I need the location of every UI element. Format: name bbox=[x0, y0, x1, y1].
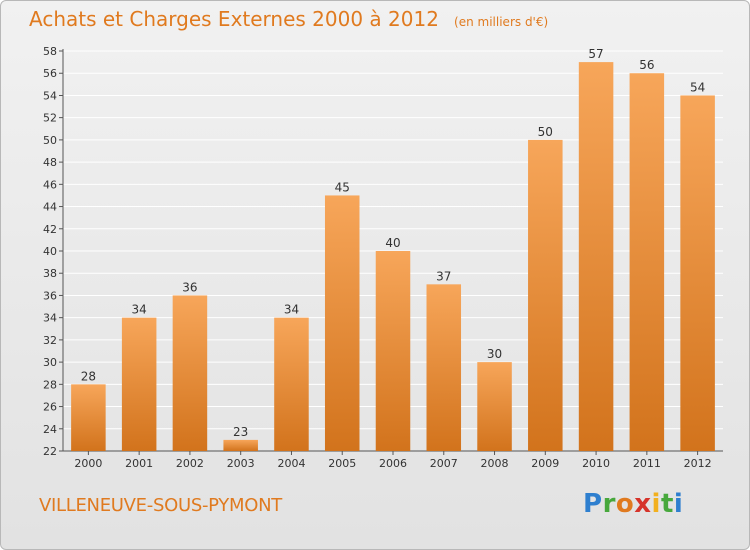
y-tick-label: 34 bbox=[43, 312, 57, 325]
bar-2007 bbox=[426, 284, 462, 451]
data-label-2009: 50 bbox=[538, 125, 553, 139]
x-tick-label-2012: 2012 bbox=[684, 457, 712, 470]
data-label-2000: 28 bbox=[81, 369, 96, 383]
proxiti-logo: Proxiti bbox=[583, 489, 684, 519]
data-label-2004: 34 bbox=[284, 303, 299, 317]
data-label-2011: 56 bbox=[639, 58, 654, 72]
y-tick-label: 48 bbox=[43, 156, 57, 169]
data-label-2003: 23 bbox=[233, 425, 248, 439]
title-row: Achats et Charges Externes 2000 à 2012 (… bbox=[29, 7, 548, 31]
bar-layer bbox=[71, 62, 715, 451]
bar-2005 bbox=[324, 195, 360, 451]
bar-2000 bbox=[71, 384, 106, 451]
chart-title: Achats et Charges Externes 2000 à 2012 bbox=[29, 7, 439, 31]
y-tick-label: 36 bbox=[43, 289, 57, 302]
y-tick-label: 58 bbox=[43, 45, 57, 58]
city-name: VILLENEUVE-SOUS-PYMONT bbox=[39, 495, 282, 516]
data-label-2006: 40 bbox=[385, 236, 400, 250]
data-label-2002: 36 bbox=[182, 280, 197, 294]
x-tick-label-2001: 2001 bbox=[125, 457, 153, 470]
y-tick-label: 54 bbox=[43, 89, 57, 102]
bar-2001 bbox=[121, 317, 157, 451]
data-label-2001: 34 bbox=[132, 303, 147, 317]
y-tick-label: 44 bbox=[43, 201, 57, 214]
x-tick-label-2009: 2009 bbox=[531, 457, 559, 470]
bar-2004 bbox=[274, 317, 309, 451]
bar-2012 bbox=[680, 95, 715, 451]
bar-2008 bbox=[477, 362, 512, 451]
data-label-2005: 45 bbox=[335, 180, 350, 194]
x-tick-label-2011: 2011 bbox=[633, 457, 661, 470]
data-label-2008: 30 bbox=[487, 347, 502, 361]
y-tick-label: 28 bbox=[43, 378, 57, 391]
label-layer: 28 34 36 23 34 45 40 37 30 50 57 56 54 bbox=[81, 47, 706, 439]
y-tick-label: 40 bbox=[43, 245, 57, 258]
x-tick-label-2006: 2006 bbox=[379, 457, 407, 470]
x-tick-label-2002: 2002 bbox=[176, 457, 204, 470]
y-tick-label: 30 bbox=[43, 356, 57, 369]
bar-2002 bbox=[172, 295, 208, 451]
x-tick-label-2005: 2005 bbox=[328, 457, 356, 470]
x-tick-label-2008: 2008 bbox=[481, 457, 509, 470]
y-tick-label: 32 bbox=[43, 334, 57, 347]
bar-2011 bbox=[629, 73, 665, 451]
y-tick-label: 56 bbox=[43, 67, 57, 80]
data-label-2010: 57 bbox=[588, 47, 603, 61]
y-tick-label: 22 bbox=[43, 445, 57, 458]
x-tick-label-2000: 2000 bbox=[74, 457, 102, 470]
bar-2010 bbox=[578, 62, 614, 451]
bar-2009 bbox=[528, 139, 563, 451]
bar-2003 bbox=[223, 439, 258, 451]
x-tick-label-2007: 2007 bbox=[430, 457, 458, 470]
data-label-2012: 54 bbox=[690, 80, 705, 94]
x-tick-label-2010: 2010 bbox=[582, 457, 610, 470]
axis-layer: 22 24 26 28 30 32 34 36 38 40 42 44 46 48 50 52 54 56 58 20… bbox=[43, 45, 723, 470]
data-label-2007: 37 bbox=[436, 269, 451, 283]
y-tick-label: 46 bbox=[43, 178, 57, 191]
bar-2006 bbox=[375, 251, 411, 451]
y-tick-label: 50 bbox=[43, 134, 57, 147]
y-tick-label: 42 bbox=[43, 223, 57, 236]
y-tick-label: 38 bbox=[43, 267, 57, 280]
chart-subtitle: (en milliers d'€) bbox=[454, 15, 549, 29]
y-tick-label: 26 bbox=[43, 401, 57, 414]
y-tick-label: 52 bbox=[43, 112, 57, 125]
x-tick-label-2004: 2004 bbox=[277, 457, 305, 470]
y-tick-label: 24 bbox=[43, 423, 57, 436]
x-tick-label-2003: 2003 bbox=[227, 457, 255, 470]
